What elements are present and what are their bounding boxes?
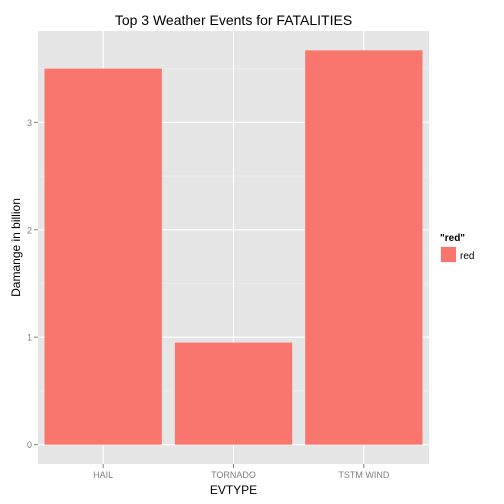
legend-entry-label: red [460,251,474,262]
bar [44,68,162,445]
y-tick-label: 2 [27,225,32,235]
y-tick-label: 1 [27,333,32,343]
legend-key-swatch [441,247,456,262]
y-axis-label: Damange in billion [9,198,23,297]
x-axis-ticks: HAIL TORNADO TSTM WIND [93,464,390,480]
y-tick-label: 3 [27,118,32,128]
x-tick-label: HAIL [93,470,113,480]
y-axis-ticks: 0 1 2 3 [27,118,38,450]
y-tick-label: 0 [27,440,32,450]
x-tick-label: TORNADO [211,470,256,480]
legend-title: "red" [440,233,465,244]
legend: "red" red [440,233,474,263]
x-tick-label: TSTM WIND [338,470,389,480]
bar [305,50,423,445]
x-axis-label: EVTYPE [210,483,257,497]
bars [44,50,423,445]
chart-title: Top 3 Weather Events for FATALITIES [115,12,352,28]
bar [174,342,293,445]
